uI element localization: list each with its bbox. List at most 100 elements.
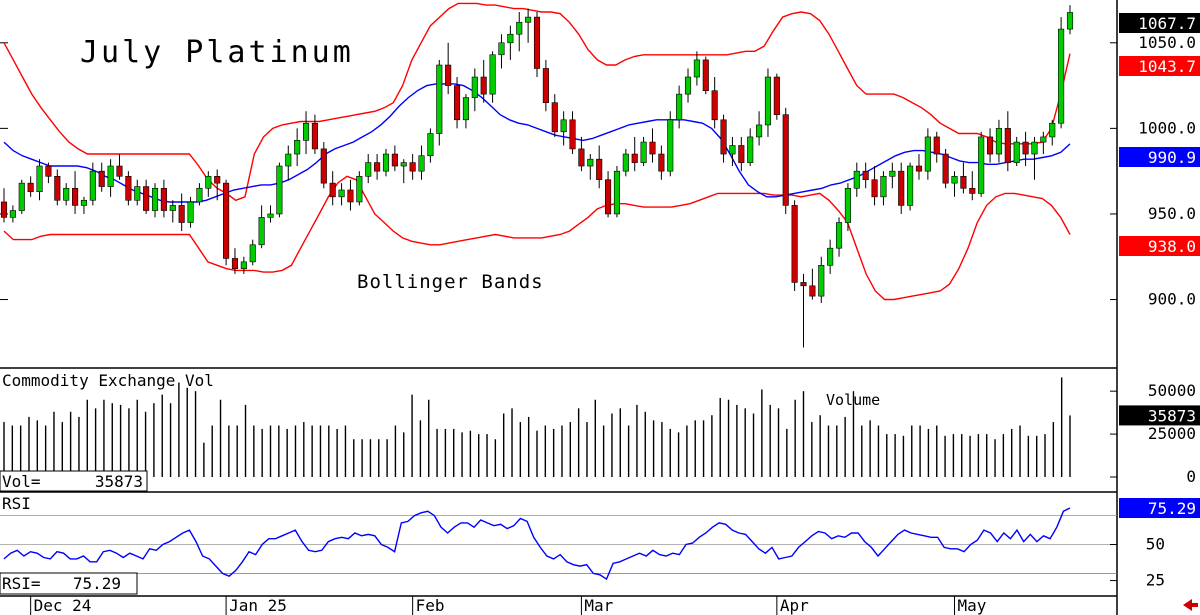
candle-body [285,153,292,167]
candle-body [249,244,256,263]
candle [480,59,487,103]
candle [533,11,541,78]
candle [871,166,878,206]
candle [667,111,674,177]
candle-body [294,140,301,155]
candle [382,148,390,177]
candle-body [525,16,532,23]
candle-body [409,162,416,172]
rsi-tick-label: 25 [1146,571,1165,590]
volume-tick-label: 25000 [1148,424,1196,443]
candle [1066,5,1074,35]
candle [747,128,754,167]
rsi-tag-label: 75.29 [1148,499,1196,518]
candle [764,68,772,137]
candle-body [418,155,425,172]
candle [374,154,381,180]
candle-body [844,187,851,223]
candle-body [347,189,354,203]
rsi-reference-lines [0,515,1117,574]
candle-body [756,124,763,138]
candle [889,162,896,189]
candle-body [356,175,363,203]
candle [676,85,683,129]
candle-body [223,182,230,259]
candle [658,145,665,180]
candle-body [365,162,372,177]
candle-body [738,145,745,163]
candle [462,94,469,129]
candle-body [933,136,940,155]
volume-readout-label: Vol= [2,472,41,491]
candle-body [791,205,798,283]
candle-body [214,175,221,184]
candle-body [862,170,869,181]
candle-body [835,222,843,249]
candle-body [951,175,958,184]
rsi-readout-value: 75.29 [73,574,121,593]
candle-body [702,59,709,92]
candle-body [800,282,807,287]
price-tick-label: 900.0 [1148,290,1196,309]
candle-body [107,165,114,187]
candle [302,111,310,155]
candle-body [134,186,141,201]
price-tag-box [1119,236,1200,256]
candle-body [711,90,718,121]
candle [27,176,34,197]
candle-body [143,186,150,211]
candle [525,8,532,43]
candle [978,131,985,197]
candle-body [640,141,647,163]
candle [249,239,256,266]
candle-body [72,187,79,206]
candle-body [382,153,390,172]
candle-body [818,265,825,297]
candle [89,162,96,206]
candle [205,171,212,197]
candle [36,159,43,201]
price-tag-box [1119,13,1200,33]
candle [151,183,159,218]
candle-body [311,122,318,150]
price-tags: 1067.7 1043.7 990.9 938.0 [1119,13,1200,256]
candle-body [98,170,105,187]
candle-body [205,175,212,189]
candle-body [436,64,443,134]
time-tick-label: Feb [416,596,445,615]
candle [400,159,407,184]
candle-body [231,258,239,270]
candle-body [480,76,487,95]
candle [1031,136,1038,180]
candle [187,196,194,228]
candle [827,239,834,274]
candle [756,111,763,146]
candle-body [551,102,558,133]
candle-body [978,136,985,194]
candle [98,162,105,192]
candle-body [915,165,923,172]
candle [320,142,327,189]
volume-tag-box [1119,405,1200,426]
candle [986,128,994,163]
candle-body [267,213,274,218]
candle [951,171,958,197]
candle-body [827,247,834,266]
candle [773,73,780,120]
panel-frames [0,0,1118,615]
candle [800,273,807,348]
candle [560,111,567,146]
rsi-axis-ticks: 25 50 [1110,535,1165,590]
candle-body [516,21,523,35]
candle [818,256,825,303]
candle [853,162,860,197]
volume-bars [3,377,1071,477]
candle [276,162,283,218]
candle [933,131,940,163]
candle [1040,131,1047,155]
candle-body [276,165,283,215]
candle-body [169,205,176,211]
candle-body [89,170,96,201]
candle [729,136,736,167]
